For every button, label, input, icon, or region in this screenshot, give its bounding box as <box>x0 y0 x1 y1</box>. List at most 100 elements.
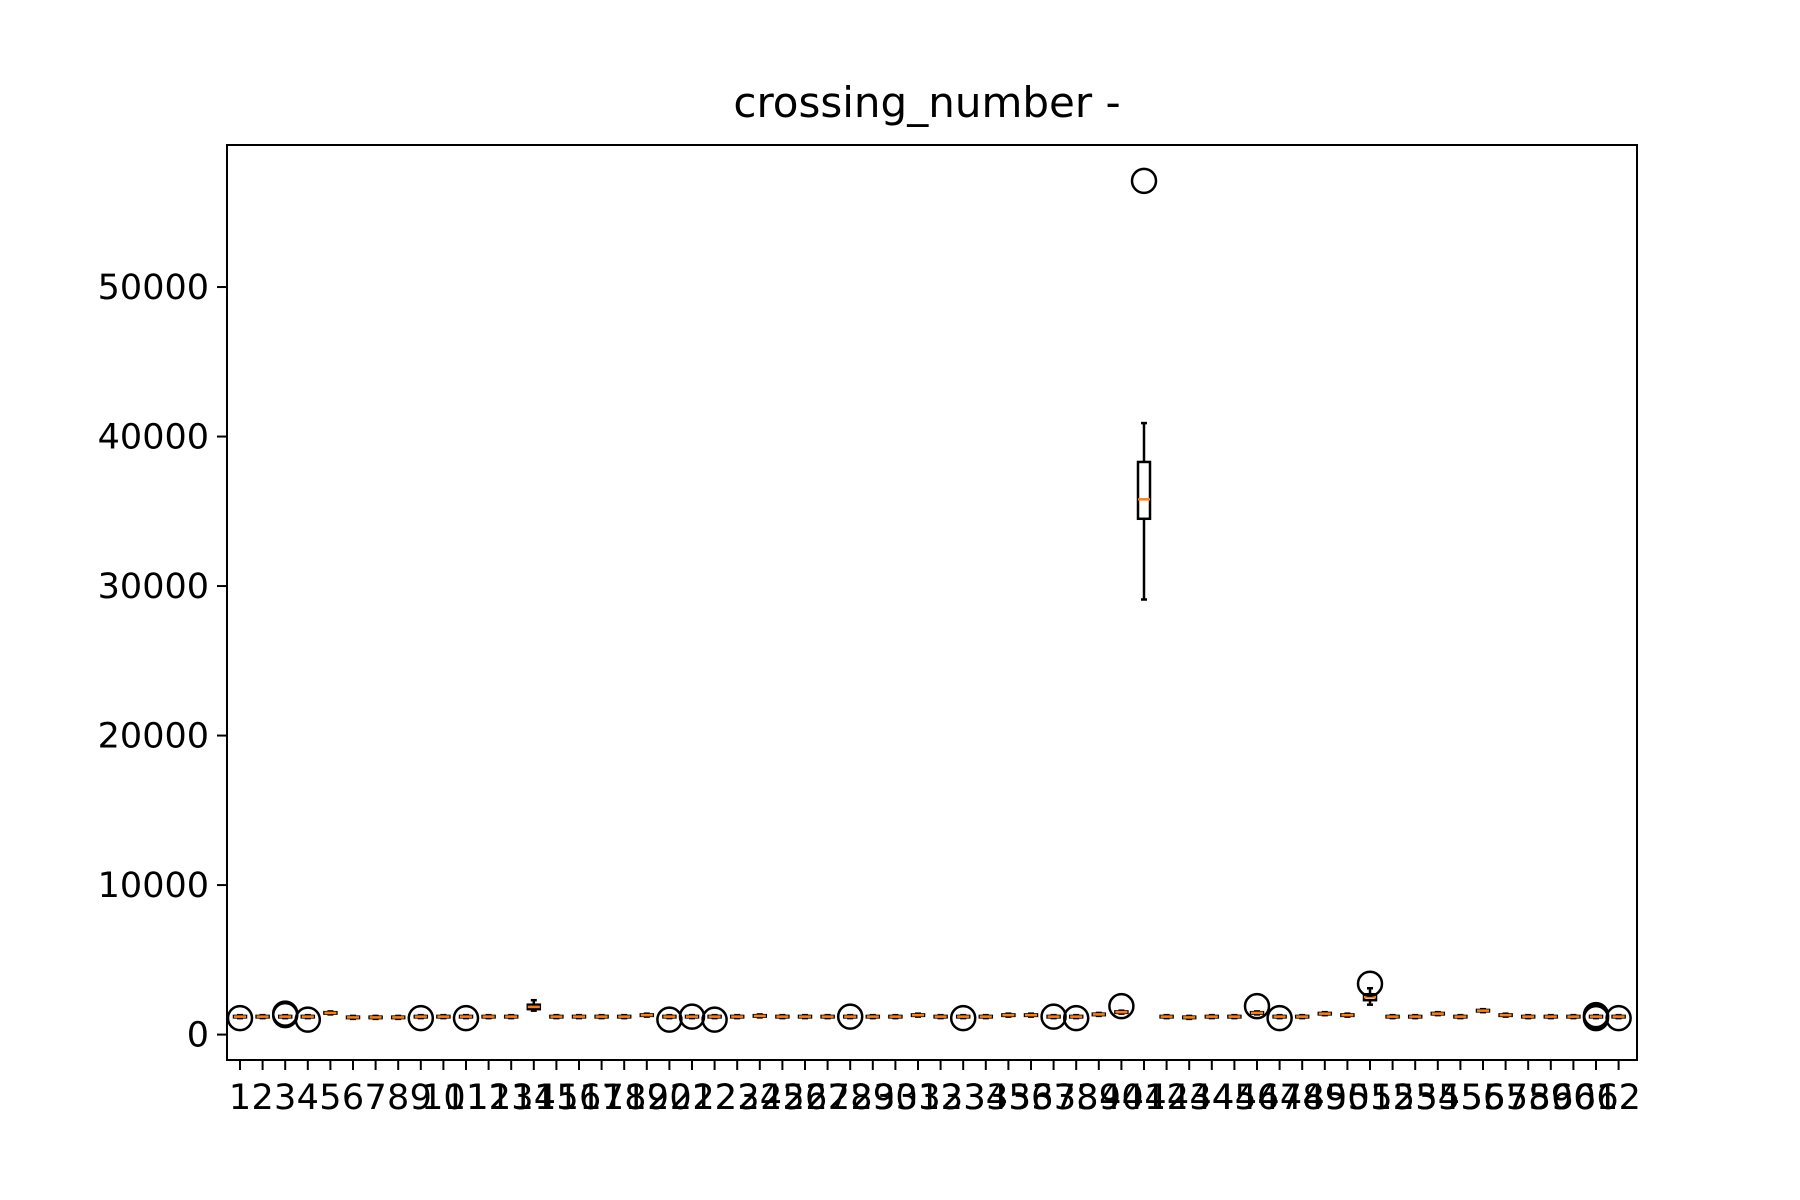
box-61 <box>1582 1001 1610 1032</box>
x-tick-label: 61 <box>1574 1078 1619 1118</box>
y-axis: 0 10000 20000 30000 40000 50000 <box>98 268 227 1056</box>
y-tick-label: 30000 <box>98 567 209 607</box>
box-52 <box>1385 1013 1400 1020</box>
box-45 <box>1227 1013 1242 1020</box>
x-tick-label: 42 <box>1144 1078 1189 1118</box>
box-27 <box>820 1013 835 1020</box>
x-tick-label: 16 <box>557 1078 602 1118</box>
box-19 <box>639 1012 655 1018</box>
box-5 <box>323 1010 338 1016</box>
x-tick-label: 15 <box>534 1078 579 1118</box>
box-41 <box>1130 167 1158 601</box>
box-59 <box>1543 1013 1559 1020</box>
box-53 <box>1407 1013 1423 1020</box>
box-22 <box>701 1006 728 1033</box>
x-tick-label: 45 <box>1212 1078 1257 1118</box>
box-flier <box>1130 167 1158 195</box>
y-tick-label: 0 <box>187 1016 209 1056</box>
x-tick-label: 34 <box>964 1078 1009 1118</box>
box-39 <box>1091 1011 1107 1018</box>
x-tick-label: 18 <box>602 1078 647 1118</box>
box-7 <box>368 1014 383 1021</box>
y-tick-label: 40000 <box>98 418 209 458</box>
box-body <box>1136 460 1152 521</box>
x-tick-label: 31 <box>896 1078 941 1118</box>
box-18 <box>616 1013 632 1020</box>
box-57 <box>1498 1012 1513 1018</box>
box-16 <box>571 1013 587 1020</box>
x-tick-label: 3 <box>274 1078 296 1118</box>
x-tick-label: 46 <box>1235 1078 1280 1118</box>
box-15 <box>549 1013 564 1020</box>
x-tick-label: 37 <box>1031 1078 1076 1118</box>
box-17 <box>594 1013 609 1020</box>
x-tick-label: 25 <box>760 1078 805 1118</box>
box-49 <box>1317 1010 1333 1017</box>
y-tick-label: 50000 <box>98 268 209 308</box>
x-tick-label: 54 <box>1416 1078 1461 1118</box>
box-flier <box>1062 1004 1090 1032</box>
box-30 <box>888 1013 903 1020</box>
x-tick-label: 33 <box>941 1078 986 1118</box>
x-tick-label: 49 <box>1303 1078 1348 1118</box>
box-54 <box>1430 1010 1446 1017</box>
box-29 <box>865 1013 881 1020</box>
x-tick-label: 57 <box>1483 1078 1528 1118</box>
box-9 <box>407 1004 435 1032</box>
box-2 <box>255 1013 270 1020</box>
x-tick-label: 56 <box>1461 1078 1506 1118</box>
box-28 <box>836 1003 864 1030</box>
x-tick-label: 36 <box>1009 1078 1054 1118</box>
box-62 <box>1605 1004 1632 1032</box>
x-tick-label: 24 <box>738 1078 783 1118</box>
x-tick-label: 43 <box>1167 1078 1212 1118</box>
plot-frame <box>226 144 1638 1061</box>
box-35 <box>1001 1012 1016 1018</box>
box-flier <box>1605 1004 1632 1032</box>
x-tick-label: 60 <box>1551 1078 1596 1118</box>
x-tick-label: 58 <box>1506 1078 1551 1118</box>
x-tick-label: 22 <box>692 1078 737 1118</box>
x-tick-label: 47 <box>1257 1078 1302 1118</box>
x-tick-label: 27 <box>805 1078 850 1118</box>
box-flier <box>1040 1003 1067 1030</box>
x-tick-label: 23 <box>715 1078 760 1118</box>
x-tick-label: 50 <box>1325 1078 1370 1118</box>
box-42 <box>1159 1013 1174 1020</box>
box-8 <box>390 1014 406 1021</box>
box-36 <box>1023 1012 1039 1018</box>
box-47 <box>1266 1004 1293 1032</box>
x-tick-label: 53 <box>1393 1078 1438 1118</box>
x-tick-label: 10 <box>421 1078 466 1118</box>
box-26 <box>797 1013 813 1020</box>
x-tick-label: 55 <box>1438 1078 1483 1118</box>
box-40 <box>1108 992 1135 1020</box>
x-tick-label: 29 <box>851 1078 896 1118</box>
x-tick-label: 14 <box>512 1078 557 1118</box>
box-55 <box>1453 1013 1468 1020</box>
box-32 <box>933 1013 948 1020</box>
y-tick-label: 10000 <box>98 866 209 906</box>
box-34 <box>978 1013 994 1020</box>
box-25 <box>775 1013 790 1020</box>
box-flier <box>407 1004 435 1032</box>
box-37 <box>1040 1003 1067 1030</box>
x-tick-label: 38 <box>1054 1078 1099 1118</box>
chart-title: crossing_number - <box>733 78 1120 127</box>
box-flier <box>949 1004 977 1032</box>
x-tick-label: 21 <box>670 1078 715 1118</box>
x-tick-label: 35 <box>986 1078 1031 1118</box>
y-tick-label: 20000 <box>98 717 209 757</box>
x-tick-label: 59 <box>1529 1078 1574 1118</box>
x-tick-label: 48 <box>1280 1078 1325 1118</box>
box-flier <box>836 1003 864 1030</box>
box-51 <box>1356 970 1384 1006</box>
box-56 <box>1475 1007 1491 1014</box>
box-6 <box>345 1014 361 1021</box>
x-tick-label: 52 <box>1370 1078 1415 1118</box>
x-axis: 1 2 3 4 5 6 7 8 91011121314151617181920212223242… <box>229 1060 1641 1118</box>
box-23 <box>729 1013 745 1020</box>
x-tick-label: 13 <box>489 1078 534 1118</box>
x-tick-label: 5 <box>319 1078 341 1118</box>
x-tick-label: 2 <box>251 1078 273 1118</box>
